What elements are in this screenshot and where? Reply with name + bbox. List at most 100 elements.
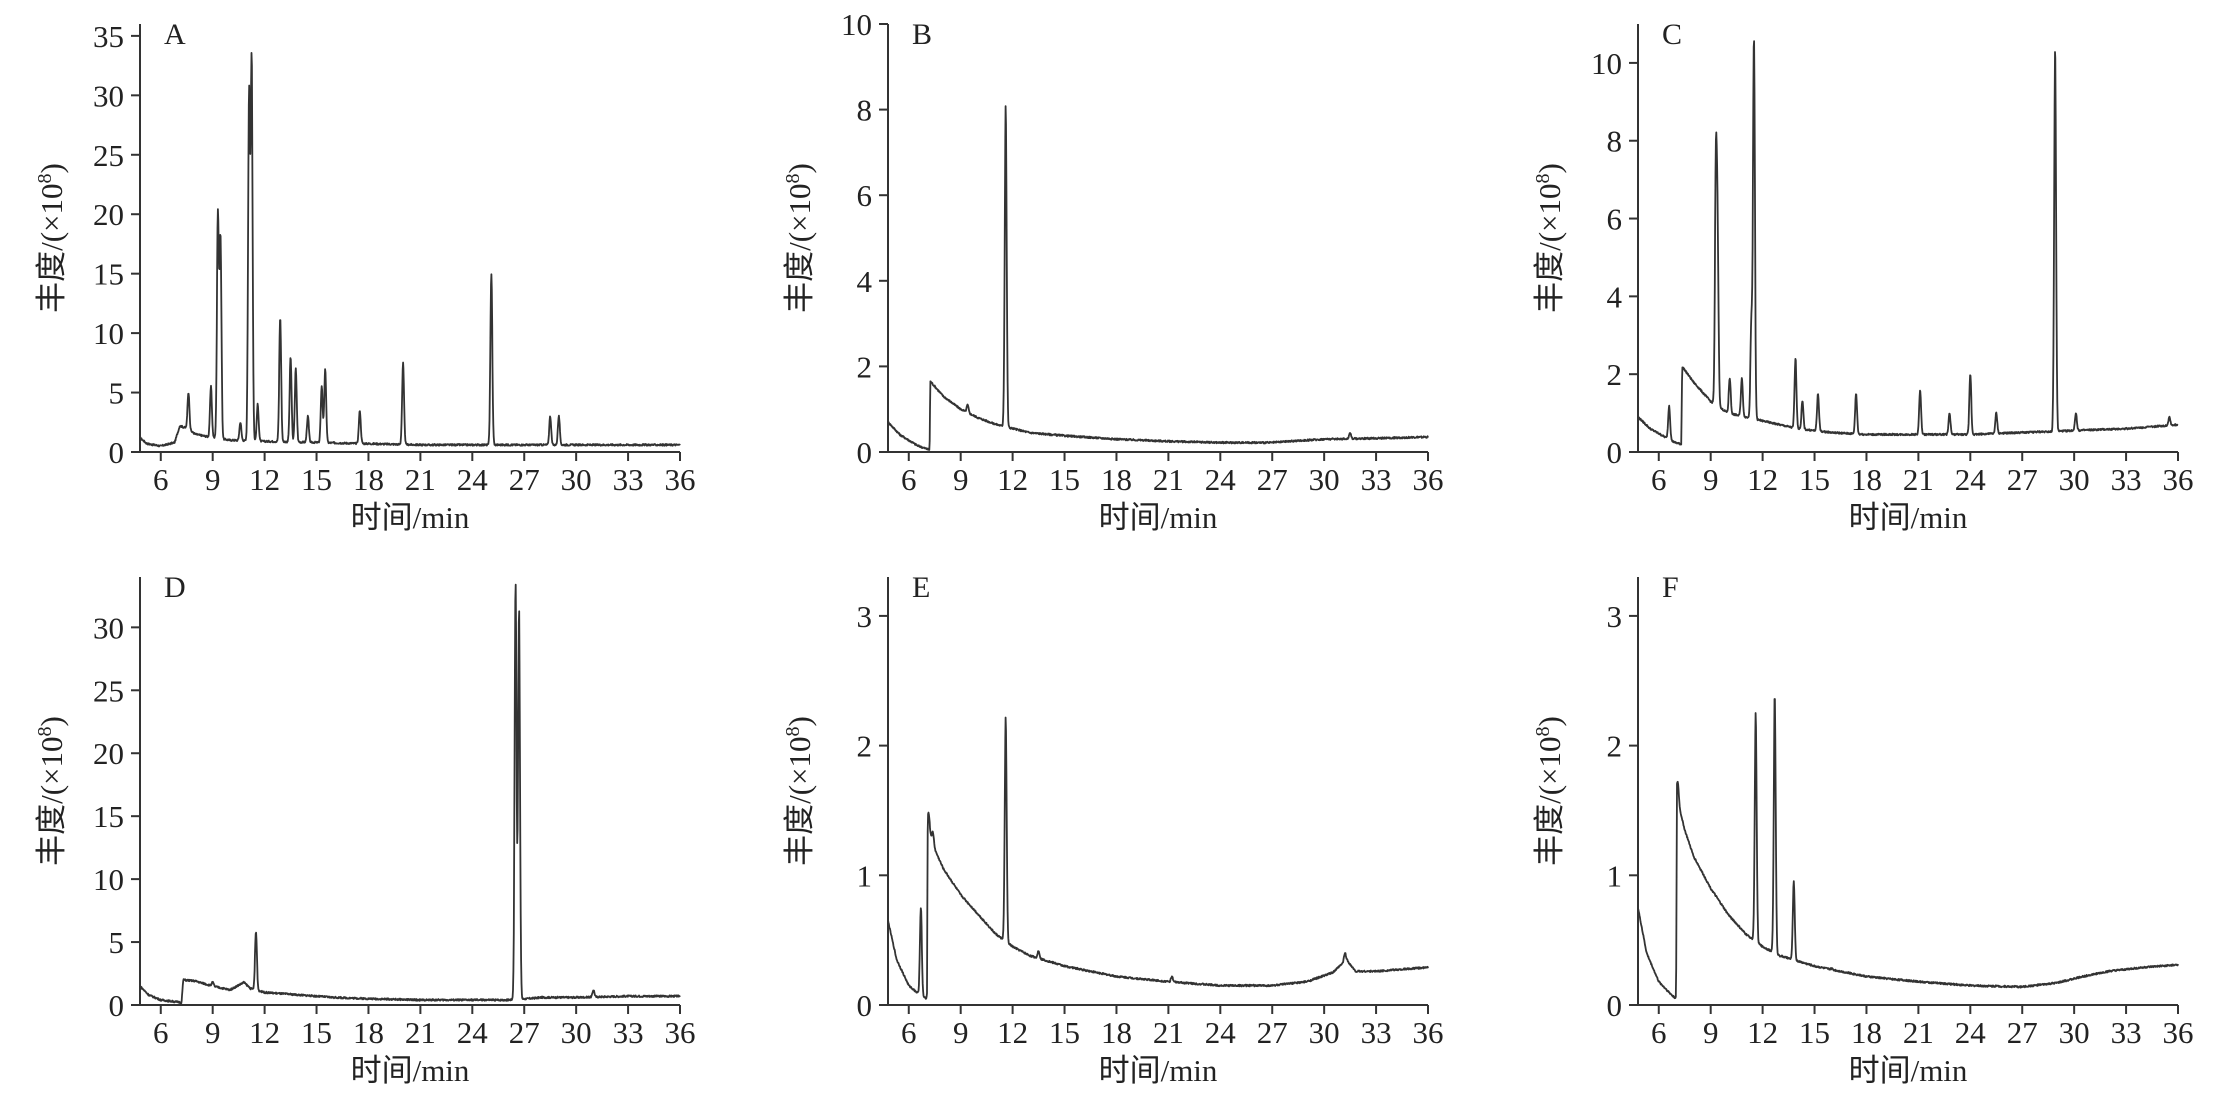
chromatogram-panel-c: 6 9 12 15 18 21 24 27 30 33 360246810C时间/min丰度/(×1…: [1532, 18, 2194, 535]
x-tick-label: 33: [2111, 1015, 2142, 1050]
x-tick-label: 9: [205, 1015, 221, 1050]
y-tick-label: 0: [109, 988, 125, 1023]
x-tick-label: 33: [613, 1015, 644, 1050]
x-tick-label: 30: [1309, 1015, 1340, 1050]
y-tick-label: 10: [93, 862, 124, 897]
x-tick-label: 18: [353, 1015, 384, 1050]
x-tick-label: 30: [1309, 462, 1340, 497]
y-tick-label: 8: [857, 93, 873, 128]
chromatogram-trace: [1637, 40, 2179, 446]
y-tick-label: 10: [841, 7, 872, 42]
x-tick-label: 18: [1101, 462, 1132, 497]
x-tick-label: 18: [1851, 1015, 1882, 1050]
y-tick-label: 10: [1591, 46, 1622, 81]
y-tick-label: 0: [1607, 988, 1623, 1023]
peak-apex: [1774, 693, 1776, 695]
x-tick-label: 33: [2111, 462, 2142, 497]
chromatogram-trace: [887, 716, 1429, 1000]
y-tick-label: 2: [857, 729, 873, 764]
x-tick-label: 15: [1049, 462, 1080, 497]
y-axis-label: 丰度/(×108): [1532, 716, 1567, 866]
x-axis-label: 时间/min: [1099, 500, 1218, 535]
x-tick-label: 36: [2163, 1015, 2194, 1050]
panel-letter: F: [1662, 571, 1679, 604]
x-tick-label: 15: [1799, 1015, 1830, 1050]
chromatogram-trace: [139, 52, 681, 448]
panel-letter: E: [912, 571, 930, 604]
panel-letter: D: [164, 571, 186, 604]
y-tick-label: 1: [857, 858, 873, 893]
y-tick-label: 0: [109, 435, 125, 470]
x-tick-label: 21: [405, 462, 436, 497]
y-axis-label: 丰度/(×108): [34, 163, 69, 313]
y-tick-label: 2: [1607, 729, 1623, 764]
x-tick-label: 21: [1903, 1015, 1934, 1050]
y-tick-label: 8: [1607, 124, 1623, 159]
x-tick-label: 9: [1703, 1015, 1719, 1050]
x-tick-label: 24: [1955, 462, 1987, 497]
y-tick-label: 3: [1607, 599, 1623, 634]
x-tick-label: 9: [953, 462, 969, 497]
chromatogram-panel-a: 6 9 12 15 18 21 24 27 30 33 36 0 5 10 15 20 25 30 35 A 时间/mi…: [34, 18, 696, 535]
y-axis-label: 丰度/(×108): [1532, 163, 1567, 313]
y-tick-label: 0: [857, 988, 873, 1023]
y-tick-label: 20: [93, 736, 124, 771]
x-tick-label: 24: [1955, 1015, 1987, 1050]
y-tick-label: 20: [93, 197, 124, 232]
x-tick-label: 33: [613, 462, 644, 497]
x-tick-label: 9: [953, 1015, 969, 1050]
x-tick-label: 12: [997, 462, 1028, 497]
x-tick-label: 6: [153, 1015, 169, 1050]
peak-apex: [2054, 46, 2056, 48]
y-tick-label: 30: [93, 78, 124, 113]
x-tick-label: 15: [1799, 462, 1830, 497]
peak-apex: [1753, 39, 1755, 41]
x-tick-label: 36: [1413, 1015, 1444, 1050]
chromatogram-panel-d: 6 9 12 15 18 21 24 27 30 33 36 0 5 10 15 20 25 30 D 时间/min 丰…: [34, 571, 696, 1088]
x-tick-label: 24: [1205, 1015, 1237, 1050]
x-axis-label: 时间/min: [1099, 1053, 1218, 1088]
x-tick-label: 6: [901, 462, 917, 497]
x-tick-label: 27: [1257, 462, 1288, 497]
x-tick-label: 27: [2007, 1015, 2038, 1050]
x-tick-label: 12: [249, 1015, 280, 1050]
x-tick-label: 12: [249, 462, 280, 497]
y-tick-label: 4: [1607, 279, 1623, 314]
x-axis-label: 时间/min: [351, 500, 470, 535]
x-tick-label: 12: [997, 1015, 1028, 1050]
x-tick-label: 33: [1361, 462, 1392, 497]
y-tick-label: 25: [93, 138, 124, 173]
x-tick-label: 21: [1153, 1015, 1184, 1050]
x-tick-label: 21: [1153, 462, 1184, 497]
panel-letter: C: [1662, 18, 1682, 51]
x-tick-label: 15: [301, 1015, 332, 1050]
x-tick-label: 24: [1205, 462, 1237, 497]
x-tick-label: 15: [1049, 1015, 1080, 1050]
peak-apex: [279, 317, 281, 319]
y-axis-label: 丰度/(×108): [782, 163, 817, 313]
y-tick-label: 15: [93, 257, 124, 292]
y-tick-label: 2: [857, 349, 873, 384]
x-tick-label: 18: [1101, 1015, 1132, 1050]
x-tick-label: 33: [1361, 1015, 1392, 1050]
y-tick-label: 6: [1607, 202, 1623, 237]
y-tick-label: 5: [109, 925, 125, 960]
x-tick-label: 6: [1651, 1015, 1667, 1050]
x-tick-label: 9: [1703, 462, 1719, 497]
y-tick-label: 3: [857, 599, 873, 634]
y-tick-label: 0: [857, 435, 873, 470]
x-tick-label: 12: [1747, 1015, 1778, 1050]
x-tick-label: 6: [901, 1015, 917, 1050]
y-tick-label: 2: [1607, 357, 1623, 392]
chromatogram-trace: [887, 105, 1429, 451]
x-tick-label: 36: [665, 462, 696, 497]
x-tick-label: 30: [2059, 462, 2090, 497]
y-tick-label: 35: [93, 19, 124, 54]
x-tick-label: 27: [1257, 1015, 1288, 1050]
y-tick-label: 4: [857, 264, 873, 299]
x-tick-label: 30: [561, 462, 592, 497]
x-tick-label: 27: [509, 462, 540, 497]
chromatogram-trace: [139, 583, 681, 1005]
